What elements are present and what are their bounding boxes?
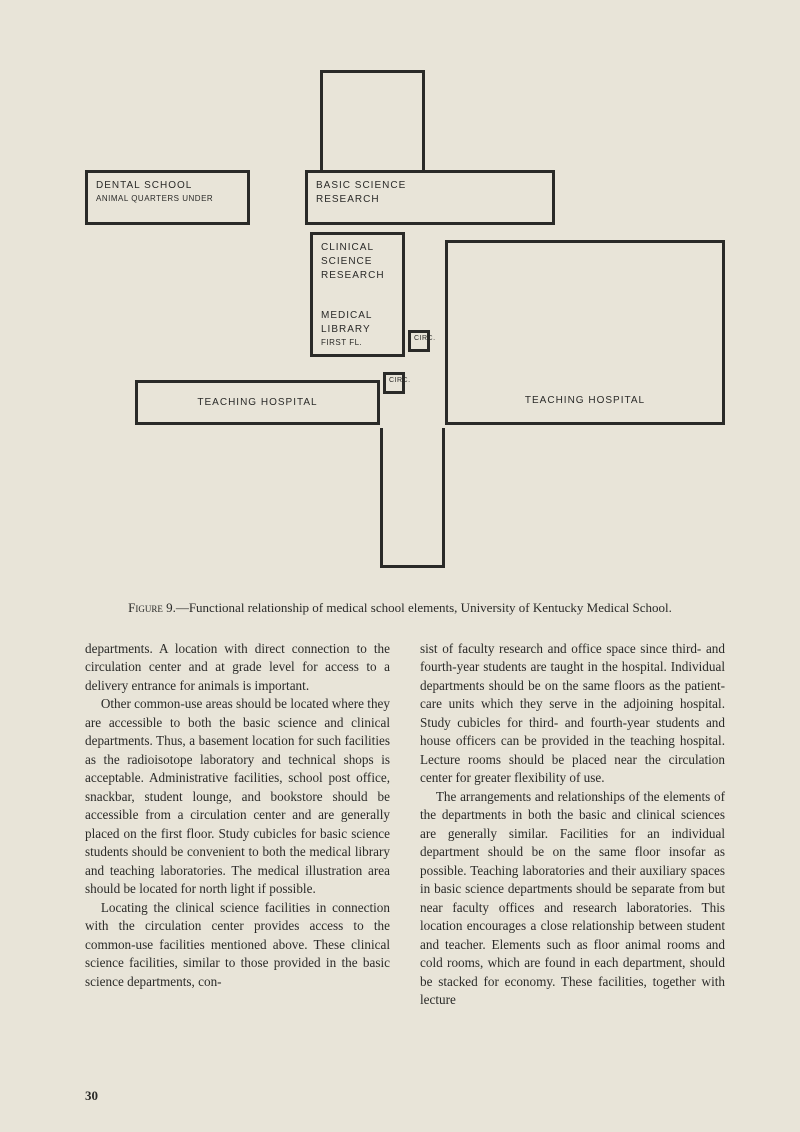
label-medical-3: FIRST FL. — [321, 337, 394, 348]
box-teaching-hospital-left: TEACHING HOSPITAL — [135, 380, 380, 425]
left-p3: Locating the clinical science facilities… — [85, 899, 390, 991]
caption-rest: —Functional relationship of medical scho… — [176, 600, 672, 615]
box-circ-1: CIRC. — [408, 330, 430, 352]
box-circ-2: CIRC. — [383, 372, 405, 394]
label-clinical-3: RESEARCH — [321, 269, 394, 283]
left-p1: departments. A location with direct conn… — [85, 640, 390, 695]
box-dental-school: DENTAL SCHOOL ANIMAL QUARTERS UNDER — [85, 170, 250, 225]
body-columns: departments. A location with direct conn… — [85, 640, 725, 1010]
box-unlabeled-top — [320, 70, 425, 170]
label-dental: DENTAL SCHOOL — [96, 179, 239, 193]
label-teach1: TEACHING HOSPITAL — [197, 396, 317, 410]
left-column: departments. A location with direct conn… — [85, 640, 390, 1010]
label-basic-sub: RESEARCH — [316, 193, 544, 207]
box-teaching-hospital-right: TEACHING HOSPITAL — [445, 240, 725, 425]
label-dental-sub: ANIMAL QUARTERS UNDER — [96, 193, 239, 204]
right-p1: sist of faculty research and office spac… — [420, 640, 725, 788]
label-basic: BASIC SCIENCE — [316, 179, 544, 193]
box-clinical-library: CLINICAL SCIENCE RESEARCH MEDICAL LIBRAR… — [310, 232, 405, 357]
label-medical-1: MEDICAL — [321, 309, 394, 323]
box-basic-science: BASIC SCIENCE RESEARCH — [305, 170, 555, 225]
figure-caption: Figure 9.—Functional relationship of med… — [0, 600, 800, 616]
label-clinical-2: SCIENCE — [321, 255, 394, 269]
label-teach2: TEACHING HOSPITAL — [525, 394, 645, 408]
label-clinical-1: CLINICAL — [321, 241, 394, 255]
label-medical-2: LIBRARY — [321, 323, 394, 337]
page-number: 30 — [85, 1088, 98, 1104]
box-unlabeled-bottom — [380, 428, 445, 568]
diagram: DENTAL SCHOOL ANIMAL QUARTERS UNDER BASI… — [85, 70, 725, 580]
left-p2: Other common-use areas should be located… — [85, 695, 390, 898]
caption-fig: Figure 9. — [128, 600, 176, 615]
right-column: sist of faculty research and office spac… — [420, 640, 725, 1010]
right-p2: The arrangements and relationships of th… — [420, 788, 725, 1010]
